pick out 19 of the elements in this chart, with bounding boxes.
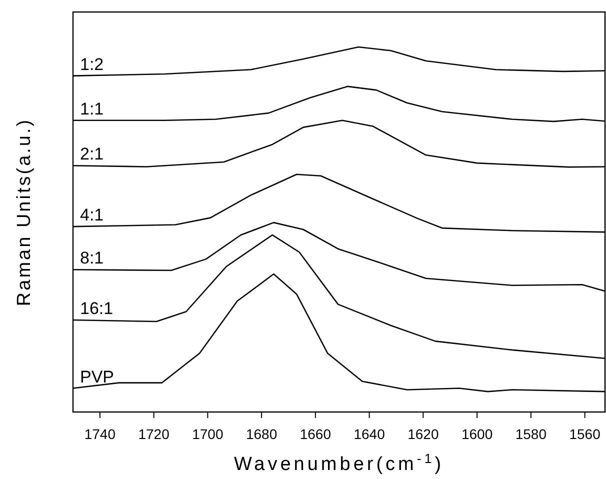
- x-tick-label: 1580: [515, 426, 547, 442]
- x-tick-label: 1620: [408, 426, 439, 442]
- x-axis-title: Wavenumber(cm$^{-1}$): [234, 450, 444, 475]
- x-tick-label: 1660: [300, 426, 332, 442]
- series-label: 16:1: [80, 299, 114, 318]
- x-tick-label: 1640: [354, 426, 386, 442]
- series-label: 1:1: [80, 99, 104, 118]
- series-label: PVP: [80, 367, 114, 386]
- series-label: 2:1: [80, 144, 104, 164]
- series-label: 4:1: [80, 206, 104, 225]
- x-tick-label: 1680: [246, 426, 278, 442]
- x-tick-label: 1560: [569, 426, 601, 442]
- x-tick-label: 1600: [461, 426, 493, 442]
- x-tick-label: 1740: [84, 426, 116, 442]
- series-label: 1:2: [80, 54, 104, 74]
- series-label: 8:1: [80, 248, 104, 268]
- y-axis-title: Raman Units(a.u.): [14, 118, 35, 306]
- x-tick-label: 1700: [192, 426, 224, 442]
- x-tick-label: 1720: [138, 426, 170, 442]
